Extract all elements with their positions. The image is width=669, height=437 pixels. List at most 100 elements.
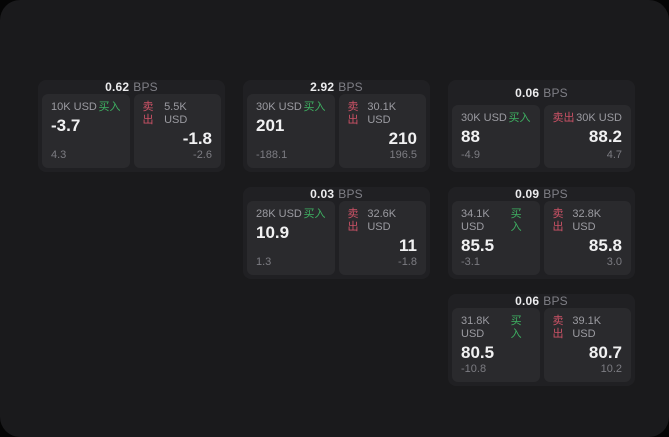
buy-amount: 28K USD xyxy=(256,208,302,220)
bps-value: 0.62 xyxy=(105,80,130,94)
quote-card-grid: 0.62 BPS 10K USD 买入 -3.7 4.3 卖出 5.5K USD xyxy=(38,80,635,386)
sell-pane[interactable]: 卖出 39.1K USD 80.7 10.2 xyxy=(543,308,631,382)
pane-top: 28K USD 买入 xyxy=(256,208,326,221)
pane-top: 30K USD 买入 xyxy=(461,112,531,125)
sell-sub-value: 3.0 xyxy=(606,256,622,268)
sell-label: 卖出 xyxy=(552,112,575,124)
sell-amount: 32.6K USD xyxy=(367,208,397,233)
sell-price: 210 xyxy=(388,129,417,148)
sell-price: -1.8 xyxy=(182,129,212,148)
sell-pane[interactable]: 卖出 5.5K USD -1.8 -2.6 xyxy=(133,94,221,168)
buy-price: 10.9 xyxy=(256,223,290,242)
buy-pane[interactable]: 30K USD 买入 88 -4.9 xyxy=(452,105,540,168)
buy-sub-value: 1.3 xyxy=(256,256,272,268)
pane-top: 卖出 5.5K USD xyxy=(143,101,213,127)
card-header: 2.92 BPS xyxy=(243,80,430,94)
quote-card: 0.62 BPS 10K USD 买入 -3.7 4.3 卖出 5.5K USD xyxy=(38,80,225,172)
buy-label: 买入 xyxy=(98,101,121,113)
buy-label: 买入 xyxy=(303,208,326,220)
buy-amount: 10K USD xyxy=(51,101,97,113)
pane-top: 卖出 30.1K USD xyxy=(348,101,418,127)
card-body: 30K USD 买入 201 -188.1 卖出 30.1K USD 210 1… xyxy=(243,94,430,172)
buy-pane[interactable]: 31.8K USD 买入 80.5 -10.8 xyxy=(452,308,540,382)
sell-pane[interactable]: 卖出 30.1K USD 210 196.5 xyxy=(338,94,426,168)
sell-sub-value: 196.5 xyxy=(389,149,417,161)
pane-top: 34.1K USD 买入 xyxy=(461,208,531,234)
sell-amount: 30K USD xyxy=(576,112,622,124)
buy-amount: 30K USD xyxy=(256,101,302,113)
bps-value: 2.92 xyxy=(310,80,335,94)
sell-sub-value: -1.8 xyxy=(398,256,417,268)
pane-top: 卖出 30K USD xyxy=(553,112,623,125)
buy-pane[interactable]: 34.1K USD 买入 85.5 -3.1 xyxy=(452,201,540,275)
sell-label: 卖出 xyxy=(552,208,564,233)
sell-amount: 30.1K USD xyxy=(367,101,397,126)
card-header: 0.06 BPS xyxy=(448,80,635,105)
bps-unit: BPS xyxy=(338,187,363,201)
buy-label: 买入 xyxy=(508,112,531,124)
buy-amount: 30K USD xyxy=(461,112,507,124)
sell-pane[interactable]: 卖出 32.8K USD 85.8 3.0 xyxy=(543,201,631,275)
buy-label: 买入 xyxy=(510,208,522,233)
bps-unit: BPS xyxy=(543,187,568,201)
buy-amount: 34.1K USD xyxy=(461,208,490,233)
bps-unit: BPS xyxy=(543,85,568,100)
sell-amount: 39.1K USD xyxy=(572,315,602,340)
sell-pane[interactable]: 卖出 32.6K USD 11 -1.8 xyxy=(338,201,426,275)
quote-card: 0.03 BPS 28K USD 买入 10.9 1.3 卖出 32.6K US… xyxy=(243,187,430,279)
bps-unit: BPS xyxy=(133,80,158,94)
bps-value: 0.03 xyxy=(310,187,335,201)
buy-sub-value: -3.1 xyxy=(461,256,480,268)
quote-card: 2.92 BPS 30K USD 买入 201 -188.1 卖出 30.1K … xyxy=(243,80,430,172)
pane-top: 10K USD 买入 xyxy=(51,101,121,114)
pane-top: 卖出 32.8K USD xyxy=(553,208,623,234)
sell-price: 88.2 xyxy=(588,127,622,146)
buy-pane[interactable]: 30K USD 买入 201 -188.1 xyxy=(247,94,335,168)
buy-price: 88 xyxy=(461,127,480,146)
sell-sub-value: 4.7 xyxy=(606,149,622,161)
pane-top: 卖出 32.6K USD xyxy=(348,208,418,234)
buy-sub-value: 4.3 xyxy=(51,149,67,161)
sell-label: 卖出 xyxy=(142,101,154,126)
sell-pane[interactable]: 卖出 30K USD 88.2 4.7 xyxy=(543,105,631,168)
pane-top: 31.8K USD 买入 xyxy=(461,315,531,341)
quote-card: 0.06 BPS 31.8K USD 买入 80.5 -10.8 卖出 39.1… xyxy=(448,294,635,386)
pane-top: 卖出 39.1K USD xyxy=(553,315,623,341)
buy-sub-value: -188.1 xyxy=(256,149,288,161)
card-body: 34.1K USD 买入 85.5 -3.1 卖出 32.8K USD 85.8… xyxy=(448,201,635,279)
bps-unit: BPS xyxy=(338,80,363,94)
buy-label: 买入 xyxy=(510,315,522,340)
card-header: 0.03 BPS xyxy=(243,187,430,201)
card-body: 10K USD 买入 -3.7 4.3 卖出 5.5K USD -1.8 -2.… xyxy=(38,94,225,172)
sell-price: 85.8 xyxy=(588,236,622,255)
buy-price: 80.5 xyxy=(461,343,495,362)
sell-sub-value: 10.2 xyxy=(600,363,622,375)
sell-price: 11 xyxy=(399,236,417,255)
bps-value: 0.06 xyxy=(515,85,540,100)
buy-price: 201 xyxy=(256,116,285,135)
sell-label: 卖出 xyxy=(347,101,359,126)
bps-value: 0.09 xyxy=(515,187,540,201)
quote-card: 0.09 BPS 34.1K USD 买入 85.5 -3.1 卖出 32.8K… xyxy=(448,187,635,279)
buy-price: 85.5 xyxy=(461,236,495,255)
quote-card: 0.06 BPS 30K USD 买入 88 -4.9 卖出 30K USD xyxy=(448,80,635,172)
card-header: 0.62 BPS xyxy=(38,80,225,94)
sell-amount: 5.5K USD xyxy=(164,101,188,126)
buy-pane[interactable]: 10K USD 买入 -3.7 4.3 xyxy=(42,94,130,168)
buy-label: 买入 xyxy=(303,101,326,113)
buy-pane[interactable]: 28K USD 买入 10.9 1.3 xyxy=(247,201,335,275)
card-body: 30K USD 买入 88 -4.9 卖出 30K USD 88.2 4.7 xyxy=(448,105,635,172)
card-body: 28K USD 买入 10.9 1.3 卖出 32.6K USD 11 -1.8 xyxy=(243,201,430,279)
sell-label: 卖出 xyxy=(552,315,564,340)
card-header: 0.06 BPS xyxy=(448,294,635,308)
pane-top: 30K USD 买入 xyxy=(256,101,326,114)
sell-sub-value: -2.6 xyxy=(193,149,212,161)
buy-amount: 31.8K USD xyxy=(461,315,490,340)
card-body: 31.8K USD 买入 80.5 -10.8 卖出 39.1K USD 80.… xyxy=(448,308,635,386)
bps-unit: BPS xyxy=(543,294,568,308)
sell-amount: 32.8K USD xyxy=(572,208,602,233)
bps-value: 0.06 xyxy=(515,294,540,308)
buy-price: -3.7 xyxy=(51,116,81,135)
buy-sub-value: -4.9 xyxy=(461,149,480,161)
